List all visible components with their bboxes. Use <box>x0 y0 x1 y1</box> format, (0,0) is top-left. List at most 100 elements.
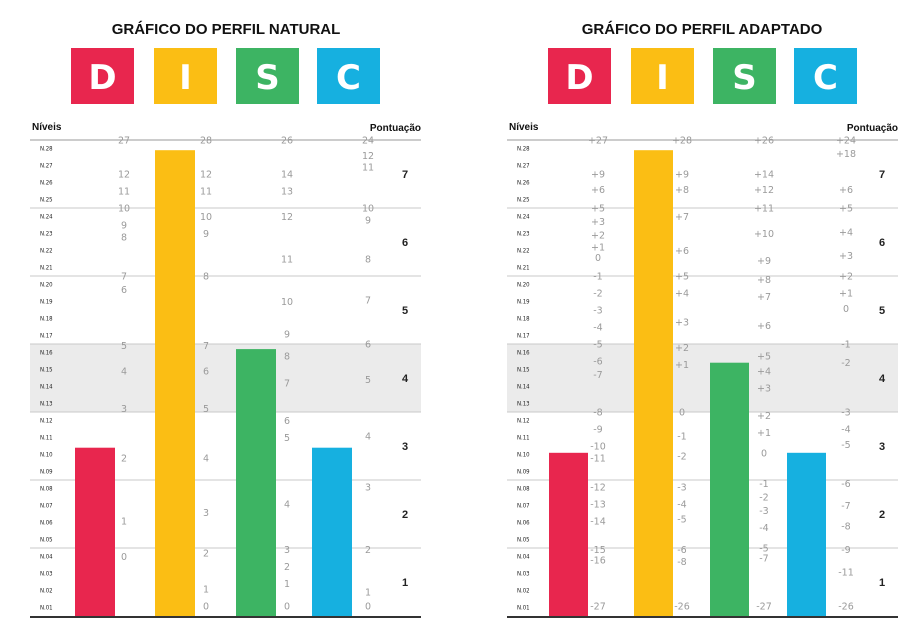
scale-value-i: 6 <box>203 367 209 378</box>
level-label: N.03 <box>40 571 53 578</box>
level-label: N.01 <box>517 605 530 612</box>
level-label: N.04 <box>40 554 53 561</box>
level-label: N.14 <box>40 384 53 391</box>
scale-value-s: 13 <box>281 187 293 198</box>
scale-value-s: 2 <box>284 562 290 573</box>
scale-value-i: 8 <box>203 272 209 283</box>
level-label: N.06 <box>517 520 530 527</box>
scale-value-d: +5 <box>591 204 605 215</box>
scale-value-d: 0 <box>595 253 601 264</box>
scale-value-d: 12 <box>118 170 130 181</box>
score-label: 2 <box>879 509 885 521</box>
scale-value-c: -4 <box>841 425 850 436</box>
scale-value-d: 8 <box>121 232 127 243</box>
scale-value-i: 12 <box>200 170 212 181</box>
scale-value-c: +1 <box>839 289 853 300</box>
score-label: 7 <box>879 169 885 181</box>
scale-value-s: +6 <box>757 321 771 332</box>
level-label: N.25 <box>517 197 530 204</box>
scale-value-i: +28 <box>672 136 692 147</box>
scale-value-c: +4 <box>839 227 853 238</box>
level-label: N.26 <box>517 180 530 187</box>
scale-value-d: -5 <box>593 340 602 351</box>
scale-value-d: -10 <box>590 442 606 453</box>
scale-value-s: -5 <box>759 544 768 555</box>
scale-value-i: -5 <box>677 515 686 526</box>
scale-value-d: +6 <box>591 185 605 196</box>
scale-value-i: 4 <box>203 453 209 464</box>
scale-value-d: -7 <box>593 370 602 381</box>
disc-logo-letter-i: I <box>179 58 192 98</box>
disc-logo-box-s <box>236 48 299 104</box>
scale-value-d: -14 <box>590 516 606 527</box>
scale-value-d: -13 <box>590 499 606 510</box>
level-label: N.12 <box>40 418 53 425</box>
level-label: N.25 <box>40 197 53 204</box>
level-label: N.12 <box>517 418 530 425</box>
scale-value-i: -3 <box>677 482 686 493</box>
level-label: N.24 <box>40 214 53 221</box>
scale-value-c: 2 <box>365 545 371 556</box>
bar-s <box>236 349 276 616</box>
score-label: 3 <box>879 441 885 453</box>
level-label: N.08 <box>40 486 53 493</box>
scale-value-c: +5 <box>839 204 853 215</box>
scale-value-d: -27 <box>590 601 606 612</box>
level-label: N.27 <box>517 163 530 170</box>
level-label: N.01 <box>40 605 53 612</box>
disc-logo-letter-d: D <box>88 58 116 98</box>
scale-value-i: +7 <box>675 212 689 223</box>
scale-value-d: 27 <box>118 136 130 147</box>
scale-value-s: +1 <box>757 428 771 439</box>
scale-value-s: 14 <box>281 170 293 181</box>
scale-value-i: -26 <box>674 601 690 612</box>
score-label: 5 <box>402 305 408 317</box>
scale-value-d: +3 <box>591 217 605 228</box>
level-label: N.26 <box>40 180 53 187</box>
scale-value-s: -27 <box>756 601 772 612</box>
level-label: N.09 <box>40 469 53 476</box>
scale-value-d: -4 <box>593 323 602 334</box>
scale-value-c: 12 <box>362 151 374 162</box>
disc-logo-letter-i: I <box>656 58 669 98</box>
disc-logo-box-c <box>794 48 857 104</box>
scale-value-c: 24 <box>362 136 374 147</box>
natural-profile-chart: GRÁFICO DO PERFIL NATURAL D I S C Níveis Pontu… <box>30 21 421 618</box>
level-label: N.21 <box>517 265 530 272</box>
scale-value-i: 0 <box>203 601 209 612</box>
level-label: N.28 <box>517 146 530 153</box>
level-label: N.22 <box>517 248 530 255</box>
disc-logo-letter-c: C <box>813 58 838 98</box>
scale-value-c: 0 <box>365 601 371 612</box>
scale-value-s: 7 <box>284 379 290 390</box>
scale-value-s: 3 <box>284 545 290 556</box>
scale-value-d: -1 <box>593 272 602 283</box>
bar-i <box>634 150 673 616</box>
scale-value-c: -11 <box>838 567 854 578</box>
level-label: N.08 <box>517 486 530 493</box>
level-label: N.11 <box>517 435 530 442</box>
bar-d <box>549 452 588 616</box>
level-label: N.10 <box>517 452 530 459</box>
scale-value-c: -26 <box>838 601 854 612</box>
scale-value-i: 10 <box>200 212 212 223</box>
scale-value-i: +4 <box>675 289 689 300</box>
scale-value-d: 7 <box>121 272 127 283</box>
score-label: 7 <box>402 169 408 181</box>
scale-value-s: -3 <box>759 506 768 517</box>
scale-value-c: 6 <box>365 340 371 351</box>
level-label: N.02 <box>517 588 530 595</box>
scale-value-s: 26 <box>281 136 293 147</box>
scale-value-s: +9 <box>757 256 771 267</box>
scale-value-i: 1 <box>203 584 209 595</box>
scale-value-i: +5 <box>675 272 689 283</box>
level-label: N.23 <box>517 231 530 238</box>
level-label: N.05 <box>517 537 530 544</box>
scale-value-i: 5 <box>203 404 209 415</box>
disc-logo-letter-s: S <box>255 58 280 98</box>
scale-value-i: 11 <box>200 187 212 198</box>
scale-value-i: -8 <box>677 557 686 568</box>
level-label: N.22 <box>40 248 53 255</box>
scale-value-i: 0 <box>679 408 685 419</box>
